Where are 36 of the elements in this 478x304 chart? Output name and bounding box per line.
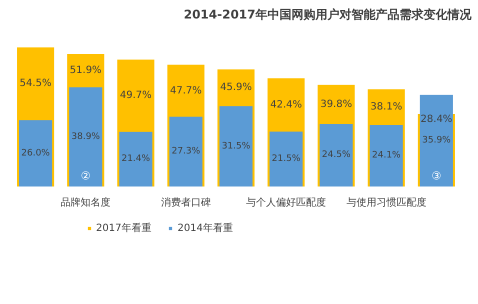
data-label: 51.9% xyxy=(70,65,102,76)
bar xyxy=(320,124,353,186)
data-label: 38.1% xyxy=(370,102,402,113)
data-label: 21.5% xyxy=(272,154,301,164)
bar xyxy=(219,106,253,186)
bar xyxy=(169,116,202,186)
x-tick-label: 与个人偏好匹配度 xyxy=(246,196,326,208)
bar xyxy=(119,132,152,186)
annotation: ② xyxy=(80,169,91,182)
legend-label: 2017年看重 xyxy=(96,222,152,235)
data-label: 24.1% xyxy=(372,150,402,161)
x-tick-label: 品牌知名度 xyxy=(60,196,111,208)
data-label: 49.7% xyxy=(120,90,152,102)
bar xyxy=(69,87,102,186)
annotation: ③ xyxy=(431,169,442,182)
data-label: 38.9% xyxy=(71,132,100,142)
bar xyxy=(370,124,403,186)
data-label: 47.7% xyxy=(170,85,202,96)
data-label: 42.4% xyxy=(270,99,302,110)
data-label: 26.0% xyxy=(21,148,50,158)
data-label: 35.9% xyxy=(422,136,452,146)
data-label: 21.4% xyxy=(121,154,151,164)
bar xyxy=(420,94,453,186)
data-label: 28.4% xyxy=(420,114,452,125)
x-tick-label: 与使用习惯匹配度 xyxy=(346,196,426,208)
data-label: 24.5% xyxy=(322,150,351,160)
bar xyxy=(19,120,52,186)
bar xyxy=(270,132,303,186)
data-label: 31.5% xyxy=(222,141,251,152)
chart-title: 2014-2017年中国网购用户对智能产品需求变化情况 xyxy=(184,8,472,22)
data-label: 39.8% xyxy=(320,98,352,110)
x-tick-label: 消费者口碑 xyxy=(160,196,211,208)
legend-label: 2014年看重 xyxy=(177,222,233,235)
data-label: 45.9% xyxy=(220,82,252,94)
data-label: 27.3% xyxy=(172,146,201,157)
data-label: 54.5% xyxy=(20,78,52,90)
